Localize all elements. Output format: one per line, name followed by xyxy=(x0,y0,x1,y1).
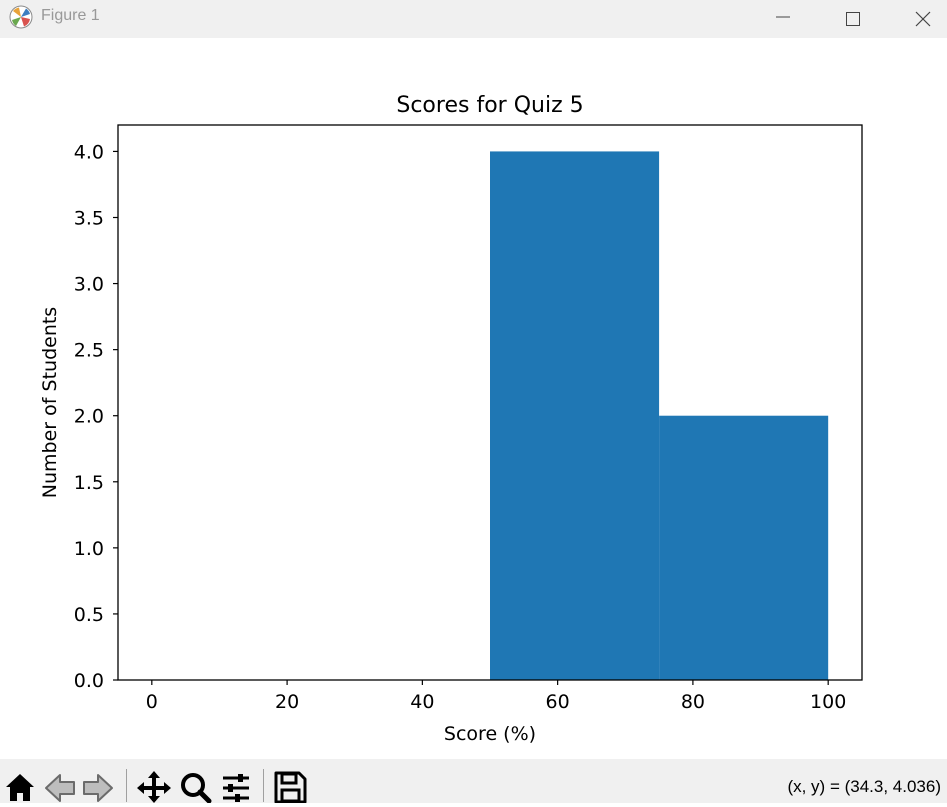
back-icon xyxy=(45,774,75,802)
minimize-button[interactable] xyxy=(760,0,806,38)
configure-subplots-button[interactable] xyxy=(218,769,254,803)
toolbar-separator xyxy=(126,769,127,802)
forward-button[interactable] xyxy=(80,769,116,803)
navigation-toolbar: (x, y) = (34.3, 4.036) xyxy=(0,759,947,804)
zoom-button[interactable] xyxy=(178,769,214,804)
matplotlib-icon xyxy=(9,5,33,29)
back-button[interactable] xyxy=(42,769,78,803)
y-tick-label: 3.5 xyxy=(74,208,104,230)
x-tick-label: 20 xyxy=(275,691,299,713)
window-title: Figure 1 xyxy=(41,7,100,24)
save-button[interactable] xyxy=(272,769,308,804)
chart-title: Scores for Quiz 5 xyxy=(396,93,583,118)
forward-icon xyxy=(83,774,113,802)
configure-subplots-icon xyxy=(223,774,249,802)
y-tick-label: 2.5 xyxy=(74,340,104,362)
close-icon xyxy=(915,11,931,27)
save-icon xyxy=(274,771,307,804)
x-axis-label: Score (%) xyxy=(444,723,536,745)
home-button[interactable] xyxy=(2,769,38,803)
y-tick-label: 1.5 xyxy=(74,472,104,494)
histogram-bar xyxy=(490,151,660,680)
y-tick-label: 0.0 xyxy=(74,670,104,692)
zoom-icon xyxy=(181,773,212,804)
x-tick-label: 60 xyxy=(546,691,570,713)
pan-icon xyxy=(137,771,171,803)
y-axis-label: Number of Students xyxy=(39,307,61,498)
minimize-icon xyxy=(776,16,790,18)
histogram-chart: 0 20 40 60 80 100 0.0 0.5 1.0 1.5 2.0 2.5 3.0 3.5 4.0 S… xyxy=(39,93,863,745)
x-tick-label: 100 xyxy=(810,691,846,713)
home-icon xyxy=(6,774,34,801)
maximize-button[interactable] xyxy=(830,0,876,38)
x-tick-label: 0 xyxy=(146,691,158,713)
cursor-coordinates: (x, y) = (34.3, 4.036) xyxy=(787,777,941,796)
axes-frame xyxy=(117,124,863,681)
y-tick-label: 3.0 xyxy=(74,274,104,296)
pan-button[interactable] xyxy=(136,769,172,803)
x-tick-label: 40 xyxy=(410,691,434,713)
maximize-icon xyxy=(846,12,860,26)
y-tick-label: 1.0 xyxy=(74,538,104,560)
x-tick-label: 80 xyxy=(681,691,705,713)
histogram-bar xyxy=(659,415,829,680)
title-bar: Figure 1 xyxy=(0,0,947,38)
y-tick-label: 0.5 xyxy=(74,604,104,626)
toolbar-separator xyxy=(263,769,264,802)
y-tick-label: 4.0 xyxy=(74,141,104,163)
figure-canvas[interactable]: 0 20 40 60 80 100 0.0 0.5 1.0 1.5 2.0 2.5 3.0 3.5 4.0 S… xyxy=(0,38,947,759)
close-button[interactable] xyxy=(900,0,946,38)
y-tick-label: 2.0 xyxy=(74,406,104,428)
